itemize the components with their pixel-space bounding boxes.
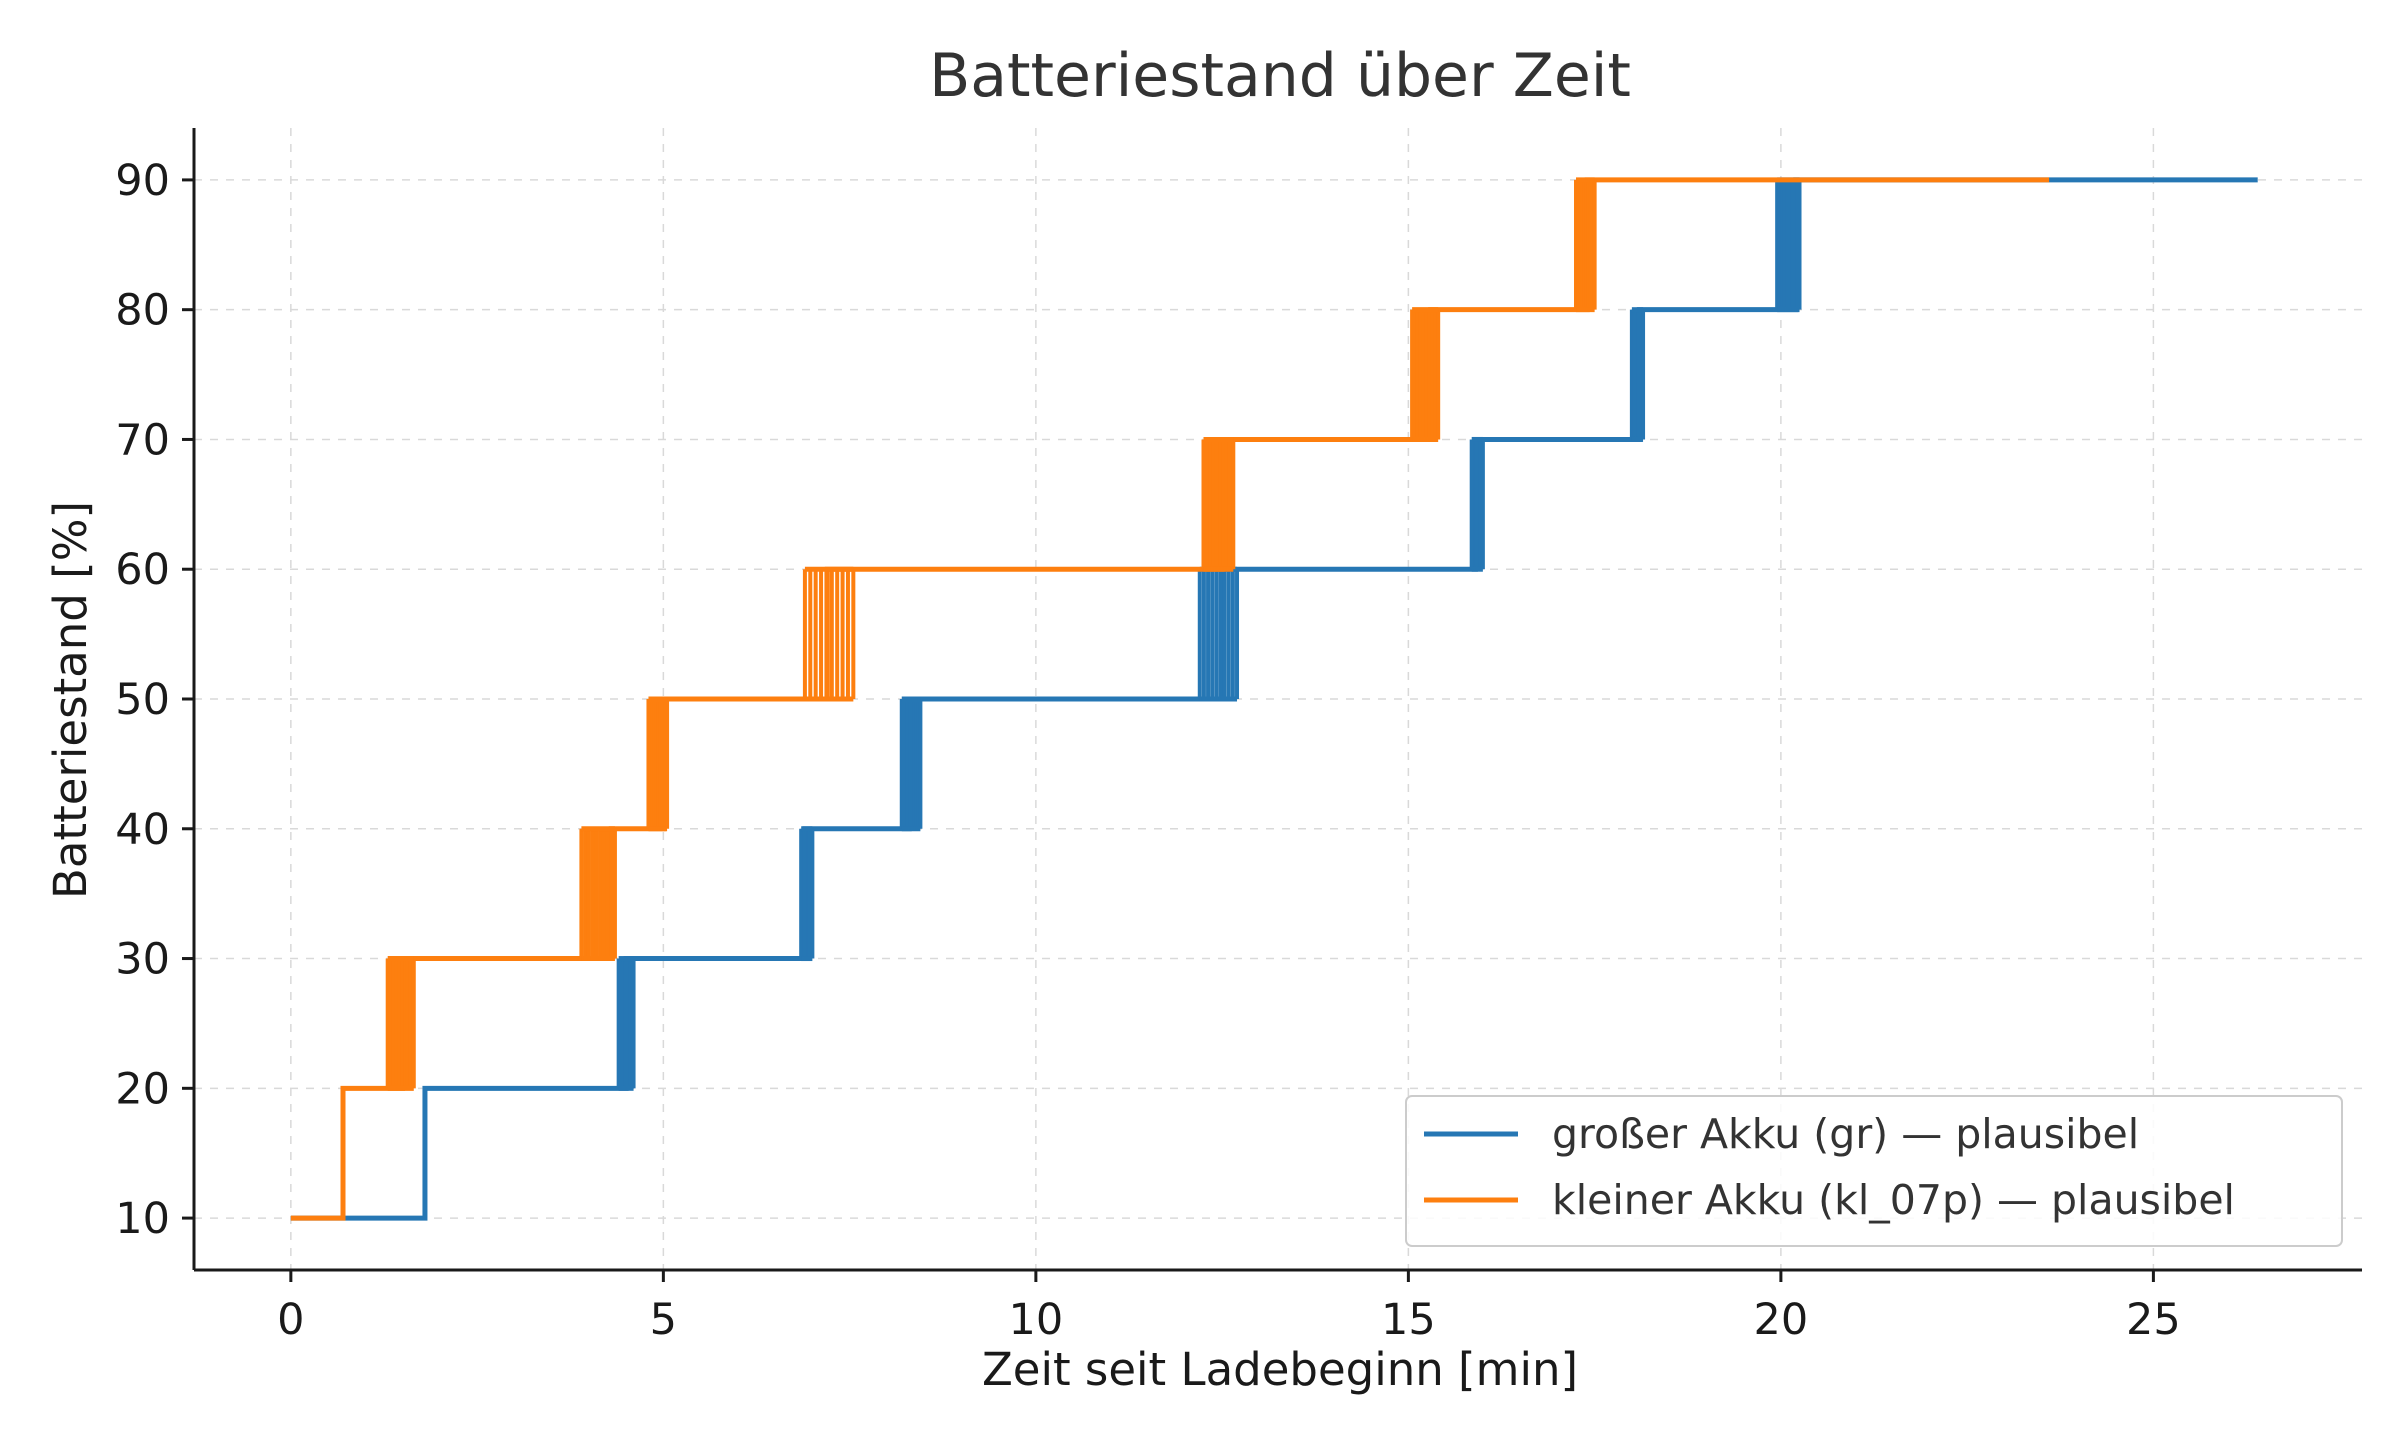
- series-layer: [290, 177, 2258, 1221]
- legend-label: großer Akku (gr) — plausibel: [1552, 1110, 2139, 1158]
- x-tick-label: 0: [277, 1295, 304, 1345]
- axes: 0 5 10 15 20 25 10 20 30 40 50 60 70 80 90: [115, 128, 2362, 1345]
- series-2: [290, 177, 2050, 1221]
- grid: [194, 128, 2362, 1270]
- y-tick-label: 70: [115, 415, 170, 465]
- legend-label: kleiner Akku (kl_07p) — plausibel: [1552, 1176, 2235, 1224]
- x-tick-label: 15: [1381, 1295, 1436, 1345]
- y-tick-label: 90: [115, 156, 170, 206]
- y-tick-label: 50: [115, 675, 170, 725]
- y-tick-label: 40: [115, 805, 170, 855]
- y-tick-label: 10: [115, 1194, 170, 1244]
- x-tick-label: 25: [2126, 1295, 2181, 1345]
- y-tick-label: 60: [115, 545, 170, 595]
- x-tick-label: 10: [1009, 1295, 1064, 1345]
- legend: großer Akku (gr) — plausibel kleiner Akku…: [1405, 1095, 2343, 1247]
- y-tick-label: 80: [115, 286, 170, 336]
- chart-title: Batteriestand über Zeit: [929, 41, 1631, 111]
- y-tick-label: 30: [115, 935, 170, 985]
- x-tick-label: 20: [1754, 1295, 1809, 1345]
- y-axis-label: Batteriestand [%]: [44, 501, 97, 899]
- x-axis-label: Zeit seit Ladebeginn [min]: [982, 1343, 1578, 1396]
- series-line: [290, 177, 2258, 1221]
- legend-frame: [1405, 1095, 2343, 1247]
- x-tick-label: 5: [650, 1295, 677, 1345]
- y-tick-label: 20: [115, 1064, 170, 1114]
- series-1: [290, 177, 2258, 1221]
